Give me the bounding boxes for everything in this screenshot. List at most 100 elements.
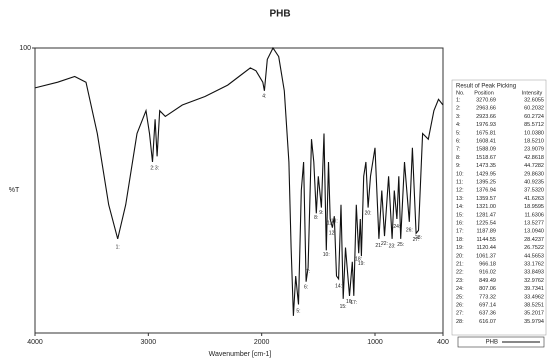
table-cell: 13:: [456, 196, 464, 202]
peak-label: 4:: [262, 93, 266, 99]
table-cell: 3270.69: [476, 97, 496, 103]
peak-label: 22:: [381, 241, 388, 247]
peak-label: 27:: [413, 237, 420, 243]
peak-label: 26:: [406, 228, 413, 234]
table-cell: 1376.94: [476, 188, 496, 194]
peak-label: 12:: [329, 230, 336, 236]
table-cell: 16:: [456, 220, 464, 226]
table-cell: 1144.55: [477, 237, 496, 243]
table-cell: 9:: [456, 163, 461, 169]
table-cell: 39.7341: [524, 286, 544, 292]
table-cell: 23:: [456, 278, 464, 284]
peak-label: 15:: [340, 304, 347, 310]
table-cell: 17:: [456, 229, 464, 235]
legend-box: [457, 336, 545, 348]
peak-label: 2:: [150, 166, 154, 172]
table-cell: 1588.09: [476, 147, 496, 153]
table-cell: 697.14: [479, 302, 496, 308]
table-cell: 37.5320: [524, 188, 544, 194]
table-cell: 966.18: [479, 261, 496, 267]
table-cell: 14:: [456, 204, 464, 210]
table-cell: 32.9762: [524, 278, 544, 284]
plot-frame: [34, 47, 444, 334]
spectrum-line: [34, 46, 444, 316]
table-cell: 5:: [456, 130, 461, 136]
peak-label: 23:: [389, 243, 396, 249]
table-cell: 1321.00: [476, 204, 496, 210]
table-cell: 10.0380: [524, 130, 544, 136]
table-cell: 3:: [456, 114, 461, 120]
table-cell: 6:: [456, 138, 461, 144]
table-cell: 21:: [456, 261, 464, 267]
table-cell: 26.7522: [524, 245, 544, 251]
peak-label: 20:: [365, 210, 372, 216]
table-header: Intensity: [522, 90, 543, 96]
table-cell: 916.02: [479, 270, 496, 276]
table-cell: 18.9595: [524, 204, 544, 210]
peak-label: 21:: [375, 243, 382, 249]
table-cell: 1061.37: [476, 253, 496, 259]
table-cell: 28:: [456, 319, 464, 325]
table-cell: 85.5712: [524, 122, 544, 128]
peak-label: 18:: [355, 256, 362, 262]
table-cell: 1395.25: [476, 179, 496, 185]
table-cell: 12:: [456, 188, 464, 194]
table-cell: 29.8630: [524, 171, 544, 177]
table-cell: 41.6263: [524, 196, 544, 202]
table-cell: 2963.66: [476, 106, 496, 112]
table-cell: 1225.54: [476, 220, 496, 226]
table-cell: 1359.57: [476, 196, 496, 202]
peak-label: 16:: [346, 299, 353, 305]
peak-label: 28:: [415, 235, 422, 241]
table-cell: 60.2032: [524, 106, 544, 112]
peak-label: 14:: [335, 283, 342, 289]
table-cell: 27:: [456, 311, 464, 317]
table-cell: 1120.44: [477, 245, 496, 251]
table-cell: 2:: [456, 106, 461, 112]
peak-label: 11:: [327, 221, 334, 227]
table-cell: 1187.89: [477, 229, 496, 235]
y-tick-label: 100: [19, 45, 31, 52]
table-cell: 25:: [456, 294, 464, 300]
x-tick-label: 4000: [27, 339, 43, 346]
peak-label: 13:: [331, 219, 338, 225]
table-header: Position: [474, 90, 494, 96]
peak-label: 10:: [323, 252, 330, 258]
peak-label: 3:: [155, 166, 159, 172]
table-cell: 44.7282: [524, 163, 544, 169]
table-cell: 44.5653: [524, 253, 544, 259]
table-cell: 23.9079: [524, 147, 544, 153]
table-cell: 13.5277: [524, 220, 544, 226]
table-cell: 1:: [456, 97, 461, 103]
table-cell: 773.32: [479, 294, 496, 300]
table-cell: 1675.81: [476, 130, 496, 136]
peak-label: 5:: [296, 309, 300, 315]
table-header: No.: [456, 90, 465, 96]
table-cell: 20:: [456, 253, 464, 259]
table-cell: 28.4237: [524, 237, 544, 243]
table-cell: 40.9235: [524, 179, 544, 185]
x-axis-label: Wavenumber [cm-1]: [209, 351, 272, 358]
peak-label: 19:: [358, 261, 365, 267]
legend-label: PHB: [486, 340, 498, 346]
table-cell: 10:: [456, 171, 464, 177]
peak-label: 7:: [306, 269, 310, 275]
table-title: Result of Peak Picking: [456, 84, 516, 90]
peak-label: 1:: [116, 244, 120, 250]
table-cell: 7:: [456, 147, 461, 153]
table-cell: 26:: [456, 302, 464, 308]
table-cell: 33.1762: [524, 261, 544, 267]
table-cell: 616.07: [479, 319, 496, 325]
table-cell: 11.6306: [525, 212, 544, 218]
table-cell: 18.5210: [524, 138, 544, 144]
peak-label: 24:: [393, 224, 400, 230]
table-cell: 19:: [456, 245, 464, 251]
table-cell: 2923.66: [476, 114, 496, 120]
peak-label: 25:: [397, 242, 404, 248]
peak-label: 6:: [304, 285, 308, 291]
table-cell: 35.9794: [524, 319, 544, 325]
table-cell: 18:: [456, 237, 464, 243]
peak-label: 9:: [319, 210, 323, 216]
chart-title: PHB: [269, 9, 290, 20]
